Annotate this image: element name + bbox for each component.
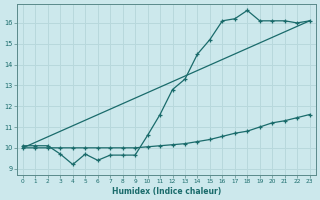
X-axis label: Humidex (Indice chaleur): Humidex (Indice chaleur): [112, 187, 221, 196]
